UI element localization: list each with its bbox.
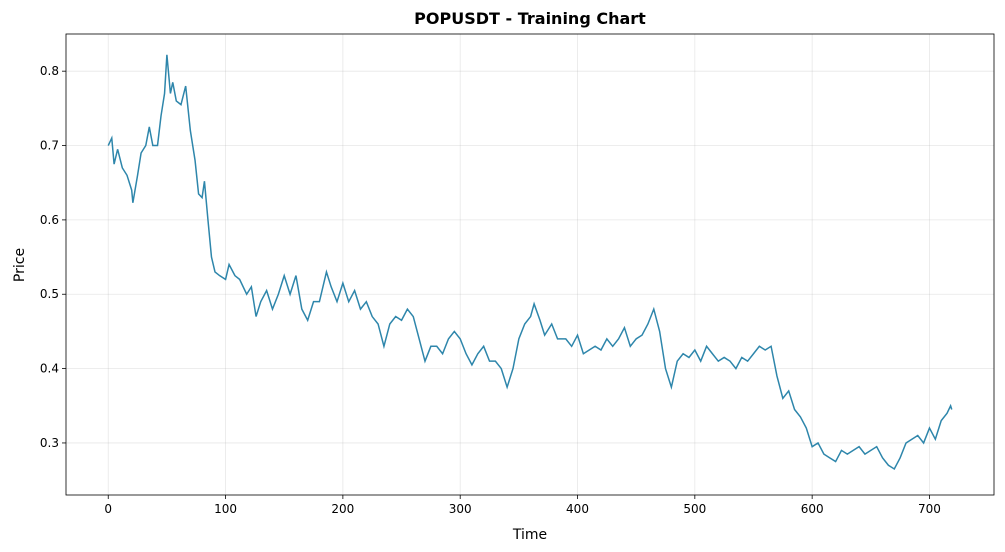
- y-tick-label: 0.6: [40, 213, 59, 227]
- chart-title: POPUSDT - Training Chart: [414, 9, 646, 28]
- x-tick-label: 400: [566, 502, 589, 516]
- y-axis-label: Price: [12, 248, 28, 282]
- y-tick-label: 0.5: [40, 287, 59, 301]
- x-tick-label: 200: [331, 502, 354, 516]
- x-tick-label: 500: [683, 502, 706, 516]
- y-tick-label: 0.8: [40, 64, 59, 78]
- y-tick-label: 0.4: [40, 362, 59, 376]
- x-tick-label: 0: [104, 502, 112, 516]
- x-tick-label: 700: [918, 502, 941, 516]
- plot-frame: [65, 33, 995, 496]
- x-tick-label: 600: [801, 502, 824, 516]
- x-tick-label: 300: [449, 502, 472, 516]
- y-tick-label: 0.7: [40, 139, 59, 153]
- x-tick-label: 100: [214, 502, 237, 516]
- price-line: [107, 54, 953, 471]
- y-tick-label: 0.3: [40, 436, 59, 450]
- x-axis-label: Time: [512, 527, 547, 543]
